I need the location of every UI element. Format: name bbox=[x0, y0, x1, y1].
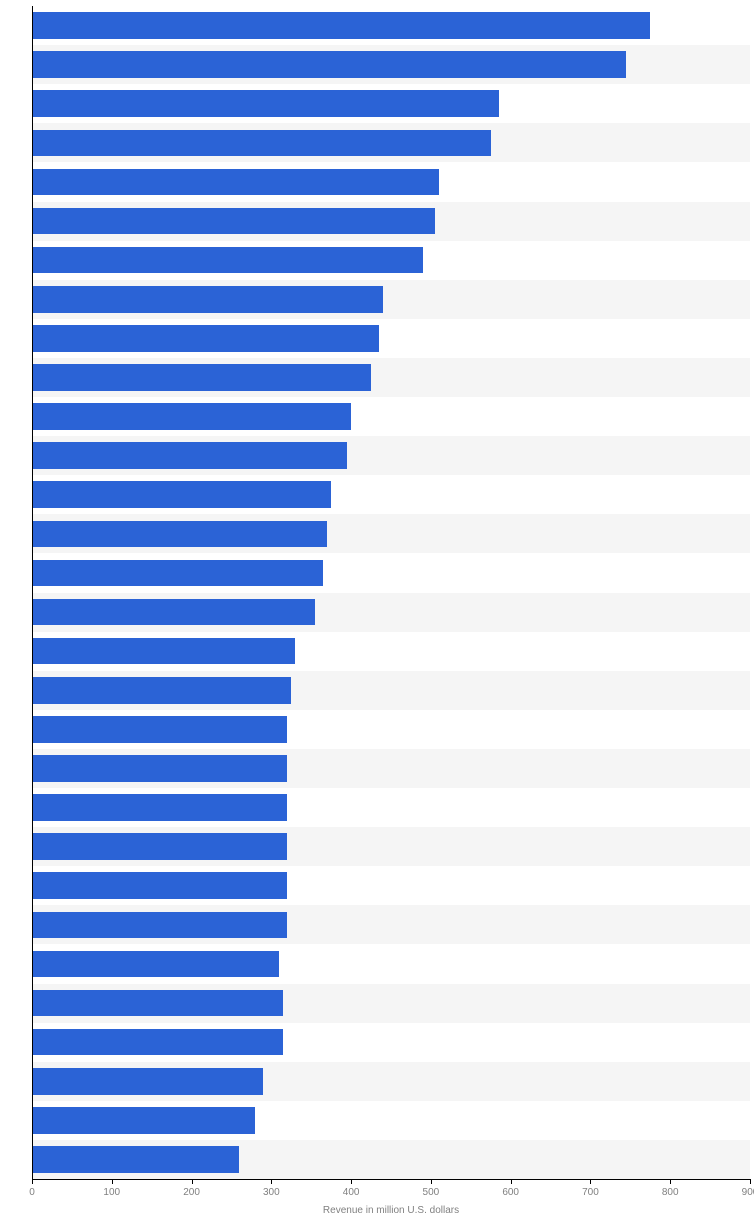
x-tick bbox=[351, 1179, 352, 1184]
x-tick bbox=[590, 1179, 591, 1184]
bar-row bbox=[32, 6, 750, 45]
bar bbox=[32, 12, 650, 39]
x-tick bbox=[431, 1179, 432, 1184]
x-tick-label: 400 bbox=[343, 1187, 360, 1198]
bar-row bbox=[32, 162, 750, 201]
bar bbox=[32, 638, 295, 665]
x-tick-label: 0 bbox=[29, 1187, 35, 1198]
bar-row bbox=[32, 1023, 750, 1062]
revenue-bar-chart: Revenue in million U.S. dollars 0 100 200 3… bbox=[0, 0, 754, 1229]
bar-row bbox=[32, 123, 750, 162]
bar-row bbox=[32, 84, 750, 123]
bar bbox=[32, 951, 279, 978]
bar bbox=[32, 677, 291, 704]
bar bbox=[32, 560, 323, 587]
x-tick-label: 200 bbox=[183, 1187, 200, 1198]
bar bbox=[32, 364, 371, 391]
bar bbox=[32, 247, 423, 274]
bar bbox=[32, 1068, 263, 1095]
bar-row bbox=[32, 866, 750, 905]
bar-row bbox=[32, 280, 750, 319]
x-tick bbox=[32, 1179, 33, 1184]
bar bbox=[32, 912, 287, 939]
bar-row bbox=[32, 593, 750, 632]
bar-row bbox=[32, 202, 750, 241]
x-tick bbox=[750, 1179, 751, 1184]
bar-row bbox=[32, 827, 750, 866]
bar-row bbox=[32, 671, 750, 710]
bar-row bbox=[32, 475, 750, 514]
bar-row bbox=[32, 45, 750, 84]
bar-row bbox=[32, 788, 750, 827]
x-tick bbox=[192, 1179, 193, 1184]
x-tick-label: 700 bbox=[582, 1187, 599, 1198]
x-tick-label: 600 bbox=[502, 1187, 519, 1198]
bar bbox=[32, 208, 435, 235]
bar-row bbox=[32, 241, 750, 280]
x-tick-label: 300 bbox=[263, 1187, 280, 1198]
bar bbox=[32, 90, 499, 117]
bar bbox=[32, 755, 287, 782]
bar-row bbox=[32, 984, 750, 1023]
bar-row bbox=[32, 905, 750, 944]
bar-row bbox=[32, 1062, 750, 1101]
bar-row bbox=[32, 1140, 750, 1179]
x-axis-title: Revenue in million U.S. dollars bbox=[323, 1205, 459, 1216]
bar bbox=[32, 716, 287, 743]
bar bbox=[32, 1029, 283, 1056]
bar bbox=[32, 325, 379, 352]
plot-area bbox=[32, 6, 750, 1179]
bar bbox=[32, 794, 287, 821]
bar bbox=[32, 990, 283, 1017]
bar bbox=[32, 286, 383, 313]
bar-row bbox=[32, 1101, 750, 1140]
bar-row bbox=[32, 514, 750, 553]
bar-row bbox=[32, 749, 750, 788]
bar bbox=[32, 833, 287, 860]
x-tick bbox=[112, 1179, 113, 1184]
bar-row bbox=[32, 397, 750, 436]
x-tick-label: 500 bbox=[423, 1187, 440, 1198]
x-tick bbox=[271, 1179, 272, 1184]
x-tick bbox=[511, 1179, 512, 1184]
bar bbox=[32, 599, 315, 626]
x-tick-label: 900 bbox=[742, 1187, 754, 1198]
bar-row bbox=[32, 436, 750, 475]
bar bbox=[32, 1107, 255, 1134]
bar-row bbox=[32, 710, 750, 749]
y-axis-line bbox=[32, 6, 33, 1179]
bar bbox=[32, 403, 351, 430]
x-axis-line bbox=[32, 1179, 750, 1180]
bar-row bbox=[32, 319, 750, 358]
bar-row bbox=[32, 944, 750, 983]
bar-row bbox=[32, 553, 750, 592]
bar bbox=[32, 169, 439, 196]
bar bbox=[32, 1146, 239, 1173]
bar bbox=[32, 130, 491, 157]
bar bbox=[32, 442, 347, 469]
bar-row bbox=[32, 358, 750, 397]
bar-row bbox=[32, 632, 750, 671]
bar bbox=[32, 872, 287, 899]
bar bbox=[32, 51, 626, 78]
x-tick bbox=[670, 1179, 671, 1184]
bar bbox=[32, 521, 327, 548]
bar bbox=[32, 481, 331, 508]
x-tick-label: 800 bbox=[662, 1187, 679, 1198]
x-tick-label: 100 bbox=[103, 1187, 120, 1198]
